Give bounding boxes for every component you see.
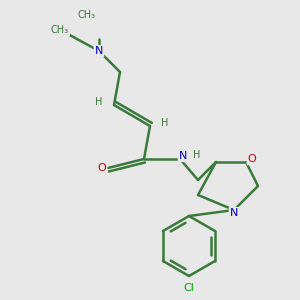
Text: CH₃: CH₃ [51, 25, 69, 35]
Text: H: H [95, 97, 103, 107]
Text: Cl: Cl [184, 283, 194, 293]
Text: H: H [161, 118, 169, 128]
Text: O: O [98, 163, 106, 173]
Text: N: N [230, 208, 238, 218]
Text: CH₃: CH₃ [78, 10, 96, 20]
Text: N: N [95, 46, 103, 56]
Text: H: H [193, 149, 200, 160]
Text: O: O [248, 154, 256, 164]
Text: N: N [179, 151, 187, 161]
